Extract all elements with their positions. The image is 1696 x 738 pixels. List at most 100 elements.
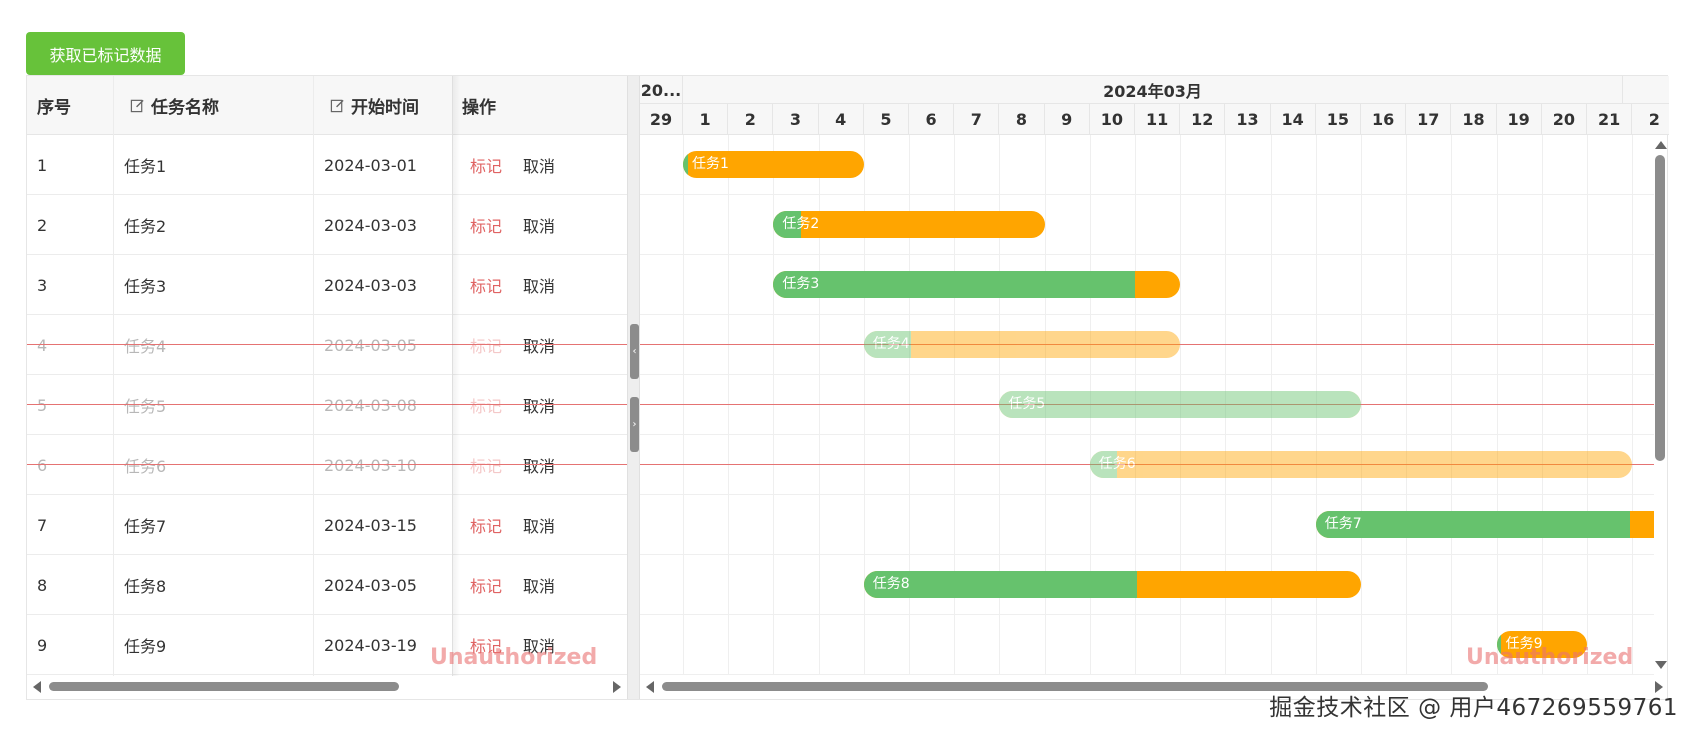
mark-button[interactable]: 标记 [470,517,503,536]
fetch-marked-data-button[interactable]: 获取已标记数据 [26,32,185,75]
grid-line [1451,135,1453,675]
grid-line [999,135,1001,675]
table-row: 6 任务6 2024-03-10 标记 取消 [27,435,627,495]
scroll-left-icon[interactable] [33,681,41,693]
gantt-vscroll-thumb[interactable] [1655,155,1665,461]
task-bar[interactable]: 任务2 [773,211,1045,238]
row-task-name: 任务7 [124,517,167,536]
col-index-header: 序号 [37,76,71,135]
month-cell-current: 2024年03月 [683,76,1623,104]
day-cell: 2 [728,104,774,135]
grid-line [640,554,1654,555]
mark-button[interactable]: 标记 [470,277,503,296]
table-scroll-thumb[interactable] [49,682,399,691]
expand-right-icon[interactable]: › [630,397,639,452]
task-bar[interactable]: 任务1 [683,151,864,178]
table-header: 序号 任务名称 开始时间 操作 [27,76,627,135]
cancel-button[interactable]: 取消 [523,157,556,176]
row-task-name: 任务2 [124,217,167,236]
day-cell: 20 [1542,104,1587,135]
col-start-header[interactable]: 开始时间 [330,76,419,135]
task-bar[interactable]: 任务6 [1089,451,1633,478]
mark-button[interactable]: 标记 [470,337,503,356]
pane-splitter[interactable]: ‹ › [627,76,640,699]
edit-icon [130,99,144,113]
timeline-body: 任务1 任务2 任务3 任务4 任务5 任务6 任务7 任务8 任务9 [640,135,1654,675]
grid-line [640,434,1654,435]
table-row: 4 任务4 2024-03-05 标记 取消 [27,315,627,375]
mark-button[interactable]: 标记 [470,217,503,236]
grid-line [640,494,1654,495]
task-bar[interactable]: 任务7 [1315,511,1654,538]
row-task-name: 任务3 [124,277,167,296]
mark-button[interactable]: 标记 [470,457,503,476]
task-progress [773,211,801,238]
row-index: 7 [37,515,48,535]
collapse-left-icon[interactable]: ‹ [630,324,639,379]
row-task-name: 任务6 [124,457,167,476]
grid-line [1225,135,1227,675]
cancel-button[interactable]: 取消 [523,217,556,236]
task-bar-label: 任务9 [1505,636,1543,652]
gantt-container: 序号 任务名称 开始时间 操作 1 任务1 2024-03-01 标记 取消 2 任务2 20… [26,75,1669,700]
task-bar-label: 任务5 [1008,396,1046,412]
row-index: 8 [37,575,48,595]
mark-button[interactable]: 标记 [470,577,503,596]
scroll-right-icon[interactable] [1655,681,1663,693]
day-cell: 21 [1587,104,1633,135]
task-bar[interactable]: 任务3 [773,271,1181,298]
table-row: 7 任务7 2024-03-15 标记 取消 [27,495,627,555]
edit-icon [330,99,344,113]
cancel-button[interactable]: 取消 [523,517,556,536]
row-index: 1 [37,155,48,175]
task-progress [1315,511,1631,538]
scroll-left-icon[interactable] [646,681,654,693]
strikethrough-line [27,464,627,465]
gantt-scroll-thumb[interactable] [662,682,1488,691]
cancel-button[interactable]: 取消 [523,577,556,596]
cancel-button[interactable]: 取消 [523,337,556,356]
col-start-label: 开始时间 [351,98,419,118]
task-progress [1089,451,1117,478]
cancel-button[interactable]: 取消 [523,277,556,296]
mark-button[interactable]: 标记 [470,397,503,416]
grid-line [1632,135,1634,675]
mark-button[interactable]: 标记 [470,637,503,656]
gantt-vertical-scrollbar[interactable] [1651,135,1669,675]
day-cell: 9 [1045,104,1090,135]
cancel-button[interactable]: 取消 [523,637,556,656]
task-bar[interactable]: 任务4 [863,331,1181,358]
task-bar-label: 任务3 [782,276,820,292]
task-bar[interactable]: 任务9 [1496,631,1587,658]
grid-line [640,614,1654,615]
col-name-header[interactable]: 任务名称 [130,76,219,135]
day-cell: 1 [683,104,729,135]
day-cell: 11 [1135,104,1181,135]
day-cell: 5 [864,104,909,135]
grid-line [863,135,865,675]
mark-button[interactable]: 标记 [470,157,503,176]
scroll-right-icon[interactable] [613,681,621,693]
task-bar-label: 任务8 [872,576,910,592]
gantt-horizontal-scrollbar[interactable] [640,677,1669,695]
column-divider [313,76,314,676]
cancel-button[interactable]: 取消 [523,397,556,416]
cancel-button[interactable]: 取消 [523,457,556,476]
grid-line [1044,135,1046,675]
table-horizontal-scrollbar[interactable] [27,677,627,695]
grid-line [1315,135,1317,675]
task-bar[interactable]: 任务5 [999,391,1361,418]
col-ops-label: 操作 [462,98,496,118]
row-start-date: 2024-03-01 [324,155,417,175]
grid-line [1270,135,1272,675]
task-progress [683,151,689,178]
task-progress [863,331,912,358]
scroll-down-icon[interactable] [1655,661,1667,669]
row-index: 3 [37,275,48,295]
row-index: 6 [37,455,48,475]
scroll-up-icon[interactable] [1655,141,1667,149]
task-bar[interactable]: 任务8 [863,571,1361,598]
row-index: 9 [37,635,48,655]
timeline-header: 20... 2024年03月 29 1 2 3 4 5 6 7 8 9 10 11 12 13 14 15 16… [640,76,1669,135]
table-row: 1 任务1 2024-03-01 标记 取消 [27,135,627,195]
